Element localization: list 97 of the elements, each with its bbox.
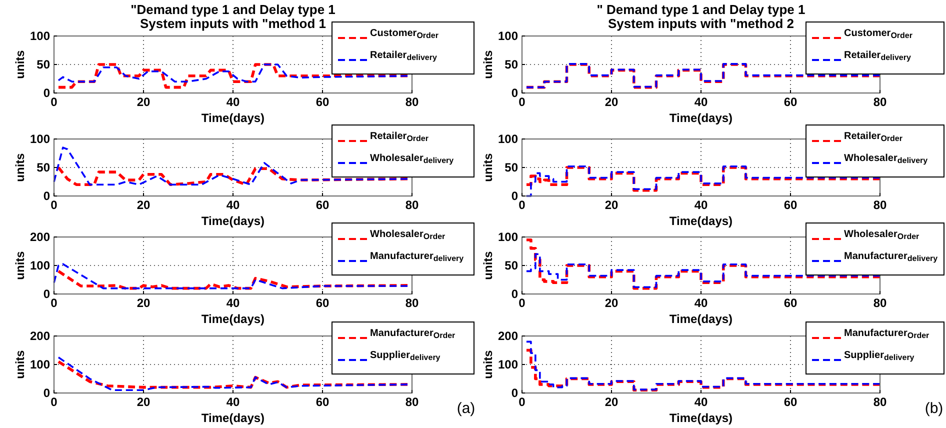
y-tick-label: 0 [43,189,50,203]
y-axis-title: units [13,50,27,79]
x-axis-title: Time(days) [201,214,265,228]
x-axis-title: Time(days) [201,111,265,125]
legend-label: Wholesaler$_{Order}$ [370,229,446,242]
x-tick-label: 40 [694,198,708,212]
x-tick-label: 80 [405,95,419,109]
legend-label: Retailer$_{delivery}$ [844,50,912,62]
x-tick-label: 40 [226,296,240,310]
y-tick-label: 50 [504,258,518,272]
y-axis-title: units [13,152,27,182]
x-axis-title: Time(days) [669,411,733,425]
y-tick-label: 0 [511,86,518,100]
y-tick-label: 100 [30,358,50,372]
x-tick-label: 20 [136,296,150,310]
x-tick-label: 60 [316,296,330,310]
x-tick-label: 60 [316,395,330,409]
y-tick-label: 100 [498,29,518,43]
x-tick-label: 40 [694,95,708,109]
y-tick-label: 0 [43,86,50,100]
legend-label: Retailer$_{delivery}$ [370,50,438,62]
legend-label: Manufacturer$_{Order}$ [844,328,930,340]
y-axis-title: units [481,50,495,79]
y-tick-label: 50 [504,58,518,72]
y-tick-label: 100 [498,132,518,146]
y-tick-label: 100 [30,29,50,43]
legend-label: Supplier$_{delivery}$ [370,350,441,362]
text: (b) [924,400,944,417]
legend-label: Customer$_{Order}$ [370,28,438,40]
y-axis-title: units [13,350,27,379]
legend-label: Retailer$_{Order}$ [844,131,902,144]
x-tick-label: 80 [873,395,887,409]
x-tick-label: 80 [405,395,419,409]
x-tick-label: 80 [405,198,419,212]
x-axis-title: Time(days) [669,111,733,125]
legend-label: Wholesaler$_{delivery}$ [844,153,928,166]
y-tick-label: 200 [30,329,50,343]
chart-title: " Demand type 1 and Delay type 1 System inputs with "method 2 [596,2,806,31]
x-tick-label: 20 [604,395,618,409]
x-tick-label: 20 [604,296,618,310]
y-axis-title: units [481,350,495,379]
y-tick-label: 200 [30,230,50,244]
line-series [53,263,408,290]
x-axis-title: Time(days) [201,411,265,425]
y-axis-title: units [481,152,495,182]
x-axis-title: Time(days) [669,312,733,326]
x-tick-label: 40 [694,395,708,409]
line-series [57,270,409,290]
x-tick-label: 20 [136,198,150,212]
chart-title: "Demand type 1 and Delay type 1 System inputs with "method 1 [130,2,336,31]
y-tick-label: 0 [511,287,518,301]
legend-label: Manufacturer$_{Order}$ [370,328,456,340]
x-tick-label: 80 [873,198,887,212]
x-tick-label: 20 [604,198,618,212]
y-tick-label: 50 [36,160,50,174]
x-tick-label: 40 [226,395,240,409]
legend-label: Wholesaler$_{Order}$ [844,229,920,242]
legend-label: Wholesaler$_{delivery}$ [370,153,454,166]
x-tick-label: 60 [784,395,798,409]
y-tick-label: 0 [511,386,518,400]
x-tick-label: 40 [694,296,708,310]
x-tick-label: 40 [226,198,240,212]
x-tick-label: 60 [316,95,330,109]
line-series [57,63,409,89]
y-tick-label: 0 [511,189,518,203]
y-tick-label: 0 [43,386,50,400]
x-tick-label: 60 [784,95,798,109]
y-tick-label: 200 [498,329,518,343]
y-axis-title: units [13,250,27,280]
x-tick-label: 80 [873,296,887,310]
x-tick-label: 80 [873,95,887,109]
line-series [58,64,408,82]
y-axis-title: units [481,250,495,280]
line-series [57,166,409,186]
x-axis-title: Time(days) [201,312,265,326]
legend-label: Retailer$_{Order}$ [370,131,428,144]
legend-label: Manufacturer$_{delivery}$ [370,251,464,264]
x-axis-title: Time(days) [669,214,733,228]
x-tick-label: 20 [136,95,150,109]
y-tick-label: 0 [43,287,50,301]
text: (a) [456,400,476,417]
x-tick-label: 60 [784,296,798,310]
y-tick-label: 50 [504,160,518,174]
x-tick-label: 20 [604,95,618,109]
x-tick-label: 80 [405,296,419,310]
x-tick-label: 40 [226,95,240,109]
y-tick-label: 50 [36,58,50,72]
y-tick-label: 100 [498,358,518,372]
legend-label: Manufacturer$_{delivery}$ [844,251,938,264]
x-tick-label: 60 [784,198,798,212]
y-tick-label: 100 [498,230,518,244]
y-tick-label: 100 [30,132,50,146]
x-tick-label: 60 [316,198,330,212]
legend-label: Customer$_{Order}$ [844,28,912,40]
x-tick-label: 20 [136,395,150,409]
legend-label: Supplier$_{delivery}$ [844,350,915,362]
y-tick-label: 100 [30,258,50,272]
